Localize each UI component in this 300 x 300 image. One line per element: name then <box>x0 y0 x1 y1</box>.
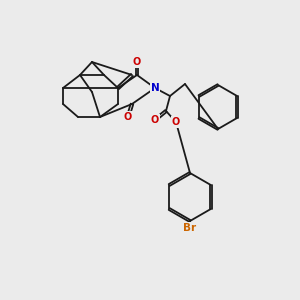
Text: O: O <box>124 112 132 122</box>
Text: O: O <box>172 117 180 127</box>
Text: Br: Br <box>183 223 196 233</box>
Text: O: O <box>151 115 159 125</box>
Text: O: O <box>133 57 141 67</box>
Text: N: N <box>151 83 159 93</box>
